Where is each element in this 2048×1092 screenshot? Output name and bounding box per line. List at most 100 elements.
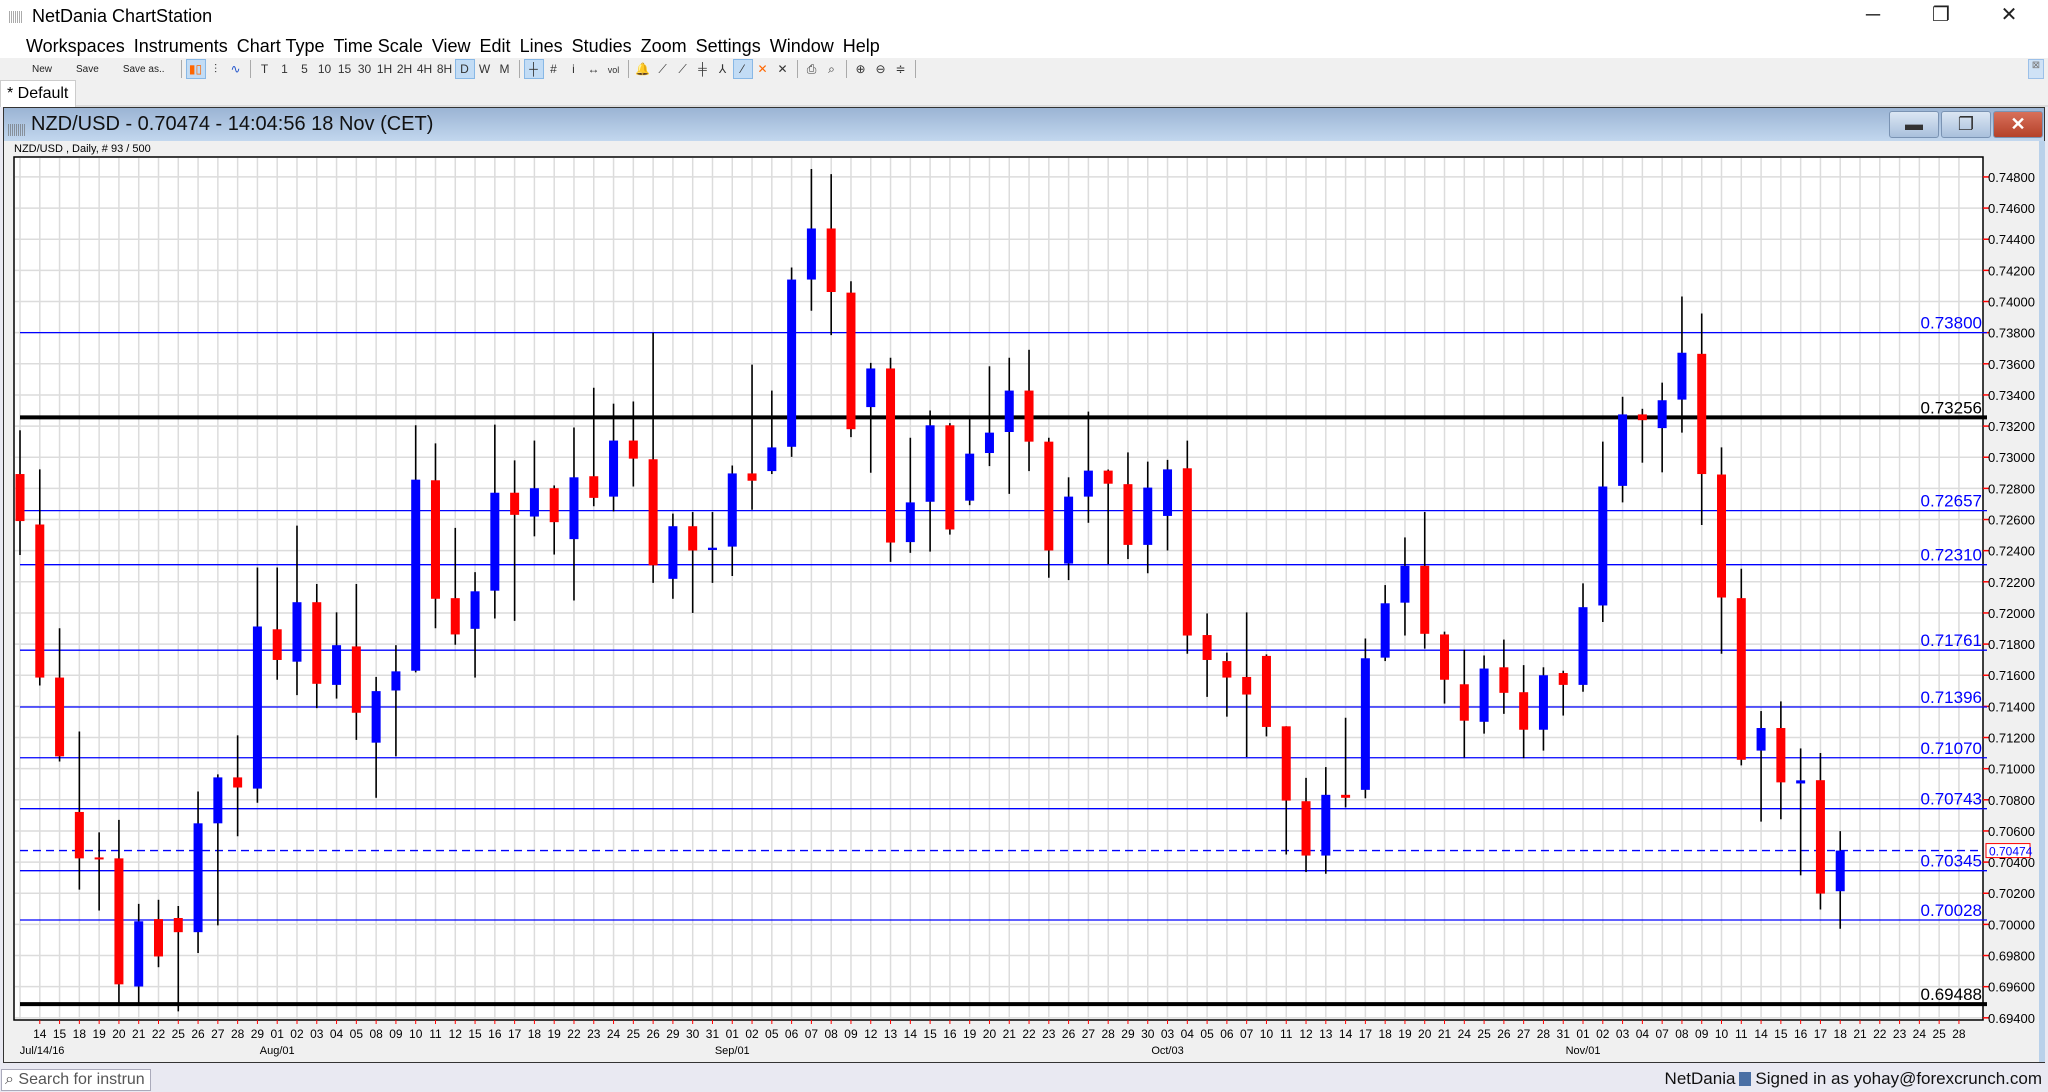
zoom-in-button[interactable]: ⊕ <box>851 59 871 79</box>
candle-body-bullish <box>193 823 203 933</box>
x-tick-label: 04 <box>1636 1027 1650 1041</box>
y-tick-label: 0.72800 <box>1988 481 2035 496</box>
candle-body-bearish <box>1558 673 1568 685</box>
x-tick-label: 25 <box>172 1027 186 1041</box>
menu-chart-type[interactable]: Chart Type <box>236 36 325 56</box>
fibonacci-button[interactable]: ╪ <box>693 59 713 79</box>
chart-minimize-button[interactable]: ▬ <box>1889 111 1939 138</box>
crosshair-button[interactable]: ┼ <box>523 59 544 79</box>
pin-toolbar-button[interactable]: ⊠ <box>2028 59 2044 79</box>
timescale-2h[interactable]: 2H <box>396 62 413 76</box>
ray-line-button[interactable]: ⟋ <box>673 59 693 79</box>
info-button[interactable]: i <box>564 59 584 79</box>
signed-in-label: Signed in as yohay@forexcrunch.com <box>1755 1069 2042 1088</box>
timescale-4h[interactable]: 4H <box>416 62 433 76</box>
channel-button[interactable]: ⅄ <box>713 59 733 79</box>
minimize-icon: ─ <box>1865 4 1881 26</box>
x-tick-label: 06 <box>785 1027 799 1041</box>
candle-body-bearish <box>153 919 163 957</box>
x-tick-label: 31 <box>1557 1027 1571 1041</box>
candle-body-bearish <box>1044 441 1054 551</box>
bar-chart-button[interactable]: ⫶ <box>206 59 226 79</box>
menu-view[interactable]: View <box>431 36 471 56</box>
menu-studies[interactable]: Studies <box>571 36 632 56</box>
trendline-button[interactable]: ⟋ <box>653 59 673 79</box>
delete-button[interactable]: ✕ <box>753 59 773 79</box>
menu-window[interactable]: Window <box>769 36 834 56</box>
alert-bell-button[interactable]: 🔔 <box>633 59 653 79</box>
x-tick-label: 29 <box>1121 1027 1135 1041</box>
volume-button[interactable]: vol <box>604 59 624 79</box>
print-button[interactable]: ⎙ <box>802 59 822 79</box>
timescale-10[interactable]: 10 <box>317 62 332 76</box>
timescale-m[interactable]: M <box>499 62 510 76</box>
new-button[interactable]: New <box>32 63 53 75</box>
draw-line-icon: ⁄ <box>741 62 744 76</box>
x-tick-label: 05 <box>1200 1027 1214 1041</box>
menu-lines[interactable]: Lines <box>519 36 563 56</box>
chart-close-button[interactable]: ✕ <box>1993 111 2043 138</box>
timescale-8h[interactable]: 8H <box>436 62 453 76</box>
line-value-label: 0.71396 <box>1921 688 1982 707</box>
x-tick-label: 09 <box>1695 1027 1709 1041</box>
line-value-label: 0.72657 <box>1921 492 1982 511</box>
tab-default[interactable]: * Default <box>0 80 76 107</box>
candle-body-bearish <box>628 440 638 459</box>
timescale-w[interactable]: W <box>478 62 491 76</box>
menu-edit[interactable]: Edit <box>479 36 511 56</box>
restore-button[interactable]: ❐ <box>1908 0 1974 32</box>
x-tick-label: 17 <box>1814 1027 1828 1041</box>
delete-all-button[interactable]: ✕ <box>773 59 793 79</box>
fibonacci-icon: ╪ <box>698 62 707 76</box>
close-button[interactable]: ✕ <box>1976 0 2042 32</box>
y-tick-label: 0.70800 <box>1988 793 2035 808</box>
x-tick-label: 02 <box>290 1027 304 1041</box>
candle-body-bullish <box>767 447 777 472</box>
menu-workspaces[interactable]: Workspaces <box>26 36 125 56</box>
draw-line-button[interactable]: ⁄ <box>732 59 753 79</box>
y-tick-label: 0.72200 <box>1988 575 2035 590</box>
menu-zoom[interactable]: Zoom <box>640 36 687 56</box>
x-tick-label: 18 <box>73 1027 87 1041</box>
print-preview-button[interactable]: ⌕ <box>822 59 842 79</box>
toolbar: New Save Save as.. ▮▯ ⫶ ∿ T 1 5 10 15 30 1H 2H 4H 8H D W M… <box>0 58 2048 80</box>
x-tick-label: 14 <box>1339 1027 1353 1041</box>
candle-body-bearish <box>1242 676 1252 695</box>
timescale-d[interactable]: D <box>454 59 475 79</box>
save-button[interactable]: Save <box>76 63 99 75</box>
save-as-button[interactable]: Save as.. <box>122 63 165 75</box>
timescale-1h[interactable]: 1H <box>376 62 393 76</box>
y-tick-label: 0.70600 <box>1988 824 2035 839</box>
timescale-30[interactable]: 30 <box>357 62 372 76</box>
timescale-5[interactable]: 5 <box>301 62 308 76</box>
x-tick-label: 09 <box>844 1027 858 1041</box>
candlestick-button[interactable]: ▮▯ <box>185 59 206 79</box>
zoom-out-icon: ⊖ <box>875 62 886 76</box>
zoom-out-button[interactable]: ⊖ <box>871 59 891 79</box>
plot-area <box>13 156 1984 1021</box>
timescale-t[interactable]: T <box>260 62 269 76</box>
chart-restore-button[interactable]: ❐ <box>1941 111 1991 138</box>
line-chart-button[interactable]: ∿ <box>226 59 246 79</box>
volume-icon: vol <box>607 65 620 75</box>
grid-button[interactable]: # <box>544 59 564 79</box>
timescale-15[interactable]: 15 <box>337 62 352 76</box>
menu-time-scale[interactable]: Time Scale <box>333 36 423 56</box>
y-tick-label: 0.74800 <box>1988 170 2035 185</box>
instrument-search-input[interactable]: ⌕ Search for instrun <box>1 1069 151 1091</box>
chart-window-scrollbar[interactable] <box>2039 141 2045 1062</box>
zoom-fit-button[interactable]: ≑ <box>891 59 911 79</box>
timescale-1[interactable]: 1 <box>281 62 288 76</box>
candle-body-bearish <box>312 602 322 684</box>
minimize-button[interactable]: ─ <box>1840 0 1906 32</box>
menu-help[interactable]: Help <box>842 36 880 56</box>
menu-settings[interactable]: Settings <box>695 36 761 56</box>
candle-body-bullish <box>1835 850 1845 892</box>
candle-body-bullish <box>1578 607 1588 685</box>
scroll-button[interactable]: ↔ <box>584 59 604 79</box>
x-tick-label: 28 <box>1101 1027 1115 1041</box>
menu-instruments[interactable]: Instruments <box>133 36 228 56</box>
line-value-label: 0.71761 <box>1921 631 1982 650</box>
x-tick-label: 23 <box>1042 1027 1056 1041</box>
